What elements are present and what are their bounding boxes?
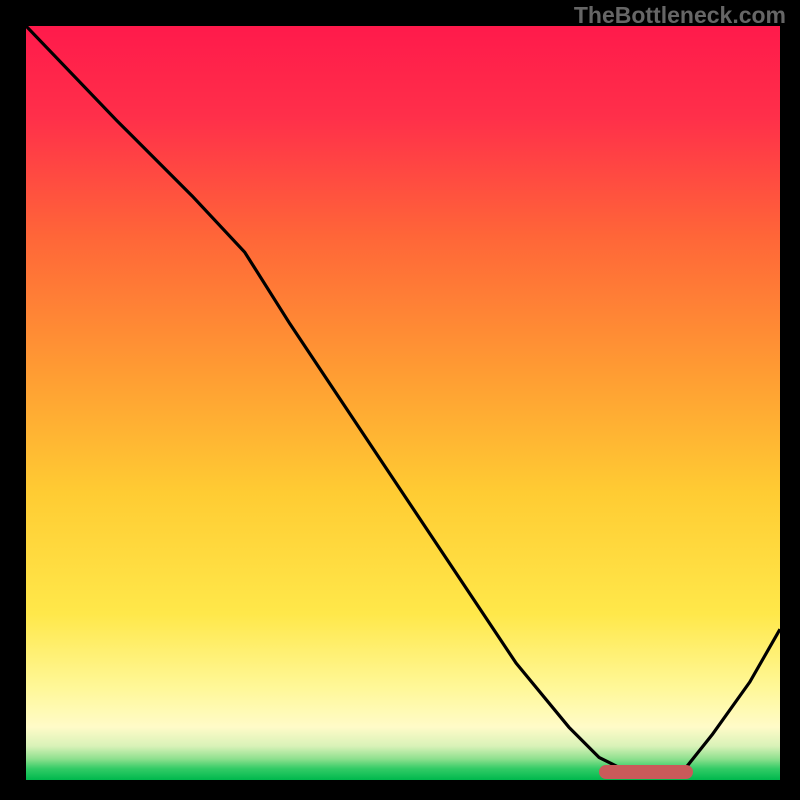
heat-gradient-background [26,26,780,780]
watermark-text: TheBottleneck.com [574,2,786,29]
bottleneck-chart: TheBottleneck.com [0,0,800,800]
plot-area [26,26,780,780]
optimal-range-marker [599,765,693,779]
